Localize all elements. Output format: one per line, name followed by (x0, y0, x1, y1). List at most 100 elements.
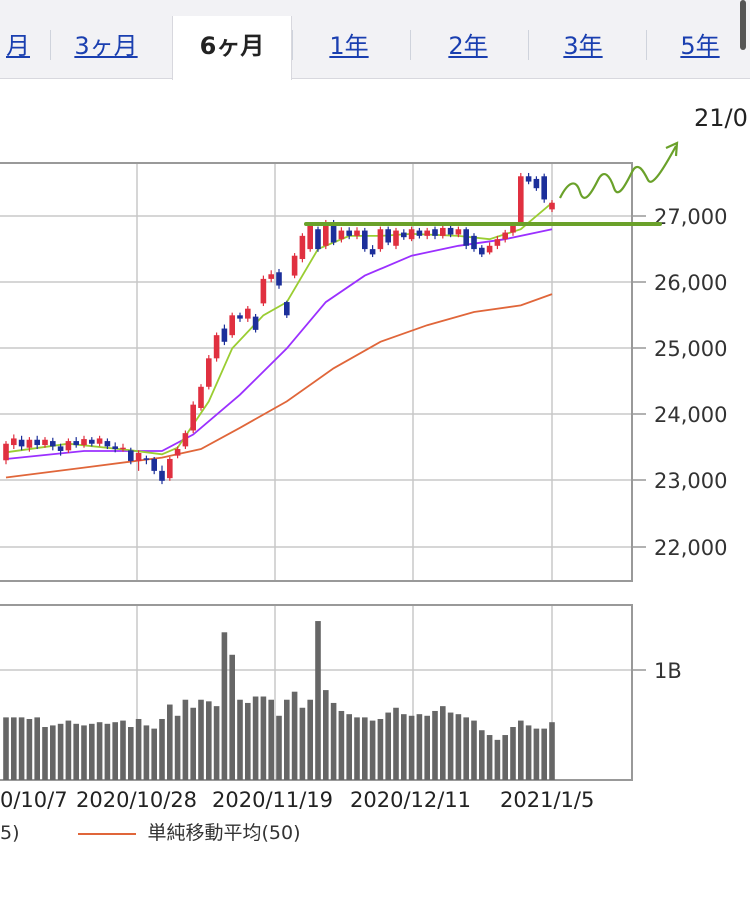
sma50-line (5, 293, 553, 479)
candle (362, 227, 368, 252)
tab-6[interactable]: 5年 (680, 32, 720, 60)
volume-bar (432, 710, 438, 780)
scrollbar[interactable] (740, 0, 746, 50)
candle-body (190, 404, 196, 431)
candle (440, 225, 446, 239)
candle (432, 226, 438, 240)
candle (291, 253, 298, 279)
candle-body (323, 222, 329, 246)
candle-body (120, 447, 126, 450)
candle-body (463, 229, 469, 246)
volume-bar (486, 735, 493, 780)
volume-bar (502, 735, 508, 780)
candle (284, 300, 290, 318)
candle (486, 242, 493, 255)
x-tick-label: 2020/10/28 (76, 788, 197, 812)
candle-body (549, 202, 555, 210)
candle-body (221, 328, 228, 342)
candle-body (26, 439, 33, 448)
volume-bar (447, 712, 454, 780)
volume-bar (463, 717, 469, 780)
candle-body (307, 225, 313, 250)
candle-body (182, 433, 189, 447)
volume-bar (338, 710, 345, 780)
volume-bar (510, 727, 516, 780)
candle (198, 384, 204, 411)
y-tick-label: 24,000 (654, 403, 727, 427)
candle (385, 226, 391, 246)
candle-body (252, 316, 259, 330)
volume-tick-label: 1B (654, 659, 682, 683)
volume-bar (34, 717, 40, 780)
candle (190, 401, 196, 434)
candle (42, 437, 48, 448)
volume-bar (416, 714, 423, 780)
y-tick-label: 22,000 (654, 536, 727, 560)
candle-body (237, 315, 243, 319)
volume-bar (65, 720, 72, 780)
volume-bar (167, 704, 173, 780)
tab-4[interactable]: 2年 (448, 32, 488, 60)
candle-body (401, 232, 407, 238)
candle (96, 435, 103, 447)
candle-body (518, 176, 524, 223)
candle-body (486, 245, 493, 253)
volume-bar (3, 717, 9, 780)
volume-bar (73, 723, 79, 780)
candle-body (385, 229, 391, 243)
candlesticks (3, 172, 555, 485)
candle-body (362, 230, 368, 250)
tab-1[interactable]: 3ヶ月 (74, 32, 138, 60)
volume-bar (50, 725, 56, 780)
tab-separator (410, 30, 411, 60)
candle (479, 245, 485, 258)
candle (307, 222, 313, 252)
tab-3[interactable]: 1年 (329, 32, 369, 60)
tab-0[interactable]: 月 (6, 32, 30, 60)
price-frame (0, 162, 633, 582)
volume-bar (213, 706, 220, 780)
candle-body (245, 308, 251, 319)
candle (549, 200, 555, 213)
candle (128, 447, 134, 465)
candle (494, 235, 501, 250)
candle-body (377, 229, 384, 250)
candle-body (135, 452, 142, 461)
volume-bars (3, 621, 555, 780)
candle (221, 324, 228, 346)
candle-body (471, 235, 477, 250)
candle-body (408, 229, 415, 240)
volume-bar (393, 707, 399, 780)
candle-body (284, 302, 290, 316)
candle-body (393, 230, 399, 246)
candle (518, 172, 524, 226)
volume-bar (81, 725, 87, 780)
timeframe-tabs: 月 3ヶ月 6ヶ月 1年 2年 3年 5年 (0, 0, 750, 80)
y-tick-label: 27,000 (654, 205, 727, 229)
legend: 5) 単純移動平均(50) (0, 818, 301, 845)
volume-bar (354, 717, 360, 780)
candle (447, 225, 454, 238)
volume-bar (315, 621, 321, 780)
candle (525, 172, 532, 185)
candle (167, 456, 173, 481)
candle-body (541, 176, 547, 200)
candle (377, 226, 384, 252)
volume-bar (385, 712, 391, 780)
volume-bar (346, 714, 352, 780)
candle-body (11, 438, 17, 446)
sma-mid-line (5, 228, 553, 460)
volume-bar (11, 717, 17, 780)
candle-body (34, 439, 40, 446)
volume-bar (377, 718, 384, 780)
tab-5[interactable]: 3年 (563, 32, 603, 60)
candle-body (479, 247, 485, 255)
volume-bar (525, 725, 532, 780)
sma-mid-series (5, 228, 553, 460)
x-tick-label: 2021/1/5 (500, 788, 594, 812)
tab-2[interactable]: 6ヶ月 (172, 16, 292, 80)
candle-body (143, 458, 150, 460)
candle-body (81, 439, 87, 446)
volume-bar (245, 702, 251, 780)
date-axis-labels: 0/10/7 2020/10/28 2020/11/19 2020/12/11 2021… (0, 788, 594, 812)
